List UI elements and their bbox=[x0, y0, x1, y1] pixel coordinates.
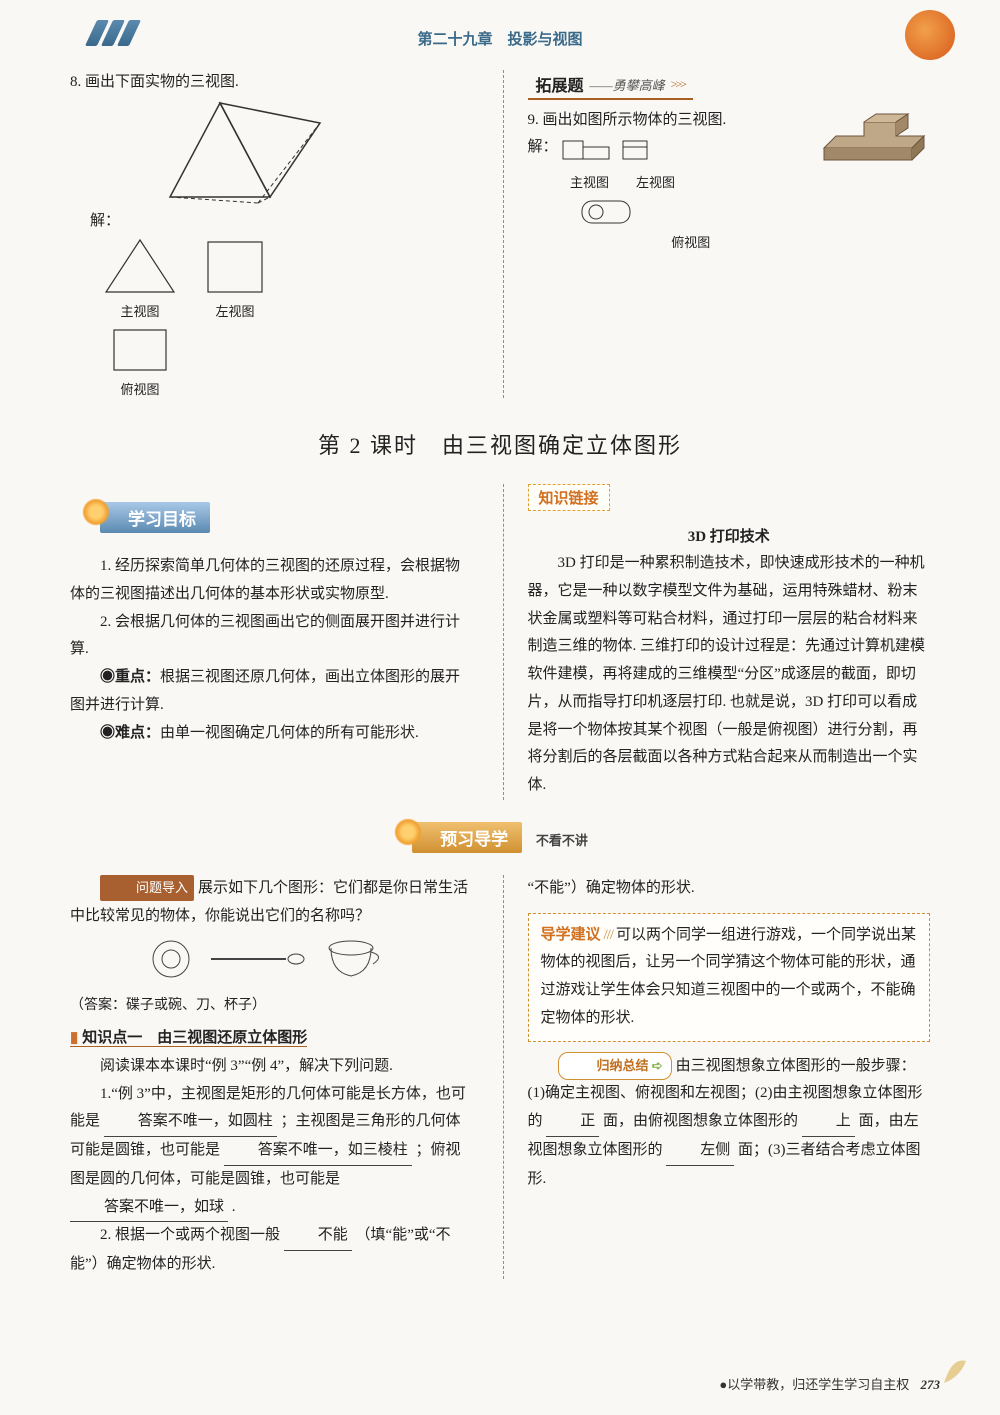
header-stripes bbox=[70, 20, 160, 50]
footer: ●以学带教，归还学生学习自主权 273 bbox=[719, 1374, 940, 1393]
q9-front-label: 主视图 bbox=[564, 172, 616, 191]
q9-solid-figure bbox=[820, 108, 930, 251]
q8-text: 8. 画出下面实物的三视图. bbox=[70, 70, 473, 91]
q9-text: 9. 画出如图所示物体的三视图. bbox=[528, 108, 805, 129]
question-9-column: 拓展题 ——勇攀高峰 >>> 9. 画出如图所示物体的三视图. 解： bbox=[503, 70, 931, 398]
kp1-lead: 阅读课本本课时“例 3”“例 4”，解决下列问题. bbox=[70, 1053, 473, 1081]
goals-link-row: 学习目标 1. 经历探索简单几何体的三视图的还原过程，会根据物体的三视图描述出几… bbox=[70, 484, 930, 800]
summary-tag: 归纳总结 ➪ bbox=[558, 1052, 672, 1080]
q8-front-view: 主视图 bbox=[100, 236, 180, 320]
q8-views: 主视图 左视图 bbox=[100, 236, 473, 320]
summary-b1: 正 bbox=[546, 1108, 599, 1137]
q8-solid-figure bbox=[160, 97, 473, 207]
preview-left: 问题导入展示如下几个图形：它们都是你日常生活中比较常见的物体，你能说出它们的名称… bbox=[70, 875, 473, 1279]
kp1-p1: 1.“例 3”中，主视图是矩形的几何体可能是长方体，也可能是 答案不唯一，如圆柱… bbox=[70, 1081, 473, 1223]
knowledge-link: 知识链接 3D 打印技术 3D 打印是一种累积制造技术，即快速成形技术的一种机器… bbox=[503, 484, 931, 800]
kp1-p2: 2. 根据一个或两个视图一般 不能 （填“能”或“不能”）确定物体的形状. bbox=[70, 1222, 473, 1279]
link-title: 3D 打印技术 bbox=[528, 525, 931, 546]
goals-p2: 2. 会根据几何体的三视图画出它的侧面展开图并进行计算. bbox=[70, 609, 473, 665]
kp1-p2-tail: “不能”）确定物体的形状. bbox=[528, 875, 931, 903]
summary-b2: 上 bbox=[802, 1108, 855, 1137]
goals-key: ◉重点：根据三视图还原几何体，画出立体图形的展开图并进行计算. bbox=[70, 664, 473, 720]
q9-front-svg bbox=[561, 135, 613, 163]
hatch-icon: /// bbox=[604, 922, 614, 950]
blank-1: 答案不唯一，如圆柱 bbox=[104, 1108, 277, 1137]
page-content: 8. 画出下面实物的三视图. 解： 主视图 左视图 bbox=[0, 60, 1000, 1279]
top-questions: 8. 画出下面实物的三视图. 解： 主视图 左视图 bbox=[70, 70, 930, 398]
preview-banner-wrap: 预习导学 不看不讲 bbox=[70, 822, 930, 863]
preview-body: 问题导入展示如下几个图形：它们都是你日常生活中比较常见的物体，你能说出它们的名称… bbox=[70, 875, 930, 1279]
q8-left-view: 左视图 bbox=[200, 236, 270, 320]
q8-top-view: 俯视图 bbox=[100, 326, 180, 398]
preview-sub: 不看不讲 bbox=[536, 833, 588, 848]
expand-subtitle: ——勇攀高峰 bbox=[590, 75, 665, 94]
lesson-title: 第 2 课时 由三视图确定立体图形 bbox=[70, 428, 930, 460]
q8-ans-label: 解： bbox=[90, 209, 473, 230]
expand-title: 拓展题 bbox=[536, 72, 584, 96]
intro-tag: 问题导入 bbox=[100, 875, 194, 901]
blank-3: 答案不唯一，如球 bbox=[70, 1194, 228, 1223]
q8-left-label: 左视图 bbox=[200, 301, 270, 320]
expand-banner: 拓展题 ——勇攀高峰 >>> bbox=[528, 70, 693, 100]
suggestion-box: 导学建议///可以两个同学一组进行游戏，一个同学说出某物体的视图后，让另一个同学… bbox=[528, 913, 931, 1042]
footer-motto: ●以学带教，归还学生学习自主权 bbox=[719, 1377, 909, 1392]
q9-top-label: 俯视图 bbox=[578, 232, 805, 251]
page-header: 第二十九章 投影与视图 bbox=[0, 0, 1000, 60]
link-body: 3D 打印是一种累积制造技术，即快速成形技术的一种机器，它是一种以数字模型文件为… bbox=[528, 550, 931, 800]
preview-banner: 预习导学 bbox=[412, 822, 522, 853]
q9-top-view: 俯视图 bbox=[578, 197, 805, 251]
q9-ans-label: 解： bbox=[528, 135, 805, 168]
goals-p1: 1. 经历探索简单几何体的三视图的还原过程，会根据物体的三视图描述出几何体的基本… bbox=[70, 553, 473, 609]
goals-diff: ◉难点：由单一视图确定几何体的所有可能形状. bbox=[70, 720, 473, 748]
learning-goals: 学习目标 1. 经历探索简单几何体的三视图的还原过程，会根据物体的三视图描述出几… bbox=[70, 484, 473, 800]
q9-labels-row1: 主视图 左视图 bbox=[564, 172, 805, 191]
goals-banner: 学习目标 bbox=[100, 502, 210, 533]
q8-top-label: 俯视图 bbox=[100, 379, 180, 398]
leaf-icon bbox=[940, 1353, 970, 1387]
chapter-title: 第二十九章 投影与视图 bbox=[417, 32, 582, 48]
kp1-title: 知识点一 由三视图还原立体图形 bbox=[70, 1025, 473, 1053]
arrow-icon: ➪ bbox=[652, 1058, 663, 1073]
diff-label: ◉难点： bbox=[100, 725, 160, 741]
key-label: ◉重点： bbox=[100, 669, 160, 685]
summary-b3: 左侧 bbox=[666, 1137, 734, 1166]
blank-2: 答案不唯一，如三棱柱 bbox=[224, 1137, 412, 1166]
knowledge-link-tag: 知识链接 bbox=[528, 484, 610, 511]
preview-right: “不能”）确定物体的形状. 导学建议///可以两个同学一组进行游戏，一个同学说出… bbox=[503, 875, 931, 1279]
suggest-tag: 导学建议 bbox=[541, 927, 601, 943]
summary: 归纳总结 ➪由三视图想象立体图形的一般步骤：(1)确定主视图、俯视图和左视图；(… bbox=[528, 1052, 931, 1194]
q9-left-label: 左视图 bbox=[636, 172, 676, 191]
q8-front-label: 主视图 bbox=[100, 301, 180, 320]
q9-left-svg bbox=[617, 135, 653, 163]
intro-para: 问题导入展示如下几个图形：它们都是你日常生活中比较常见的物体，你能说出它们的名称… bbox=[70, 875, 473, 931]
mascot-icon bbox=[905, 10, 955, 60]
page-number: 273 bbox=[921, 1377, 941, 1393]
question-9: 9. 画出如图所示物体的三视图. 解： 主视图 左视图 bbox=[528, 108, 931, 251]
blank-4: 不能 bbox=[284, 1222, 352, 1251]
arrow-decor-icon: >>> bbox=[671, 77, 685, 92]
intro-answer: （答案：碟子或碗、刀、杯子） bbox=[70, 993, 473, 1019]
intro-shapes bbox=[70, 936, 473, 987]
question-8: 8. 画出下面实物的三视图. 解： 主视图 左视图 bbox=[70, 70, 473, 398]
